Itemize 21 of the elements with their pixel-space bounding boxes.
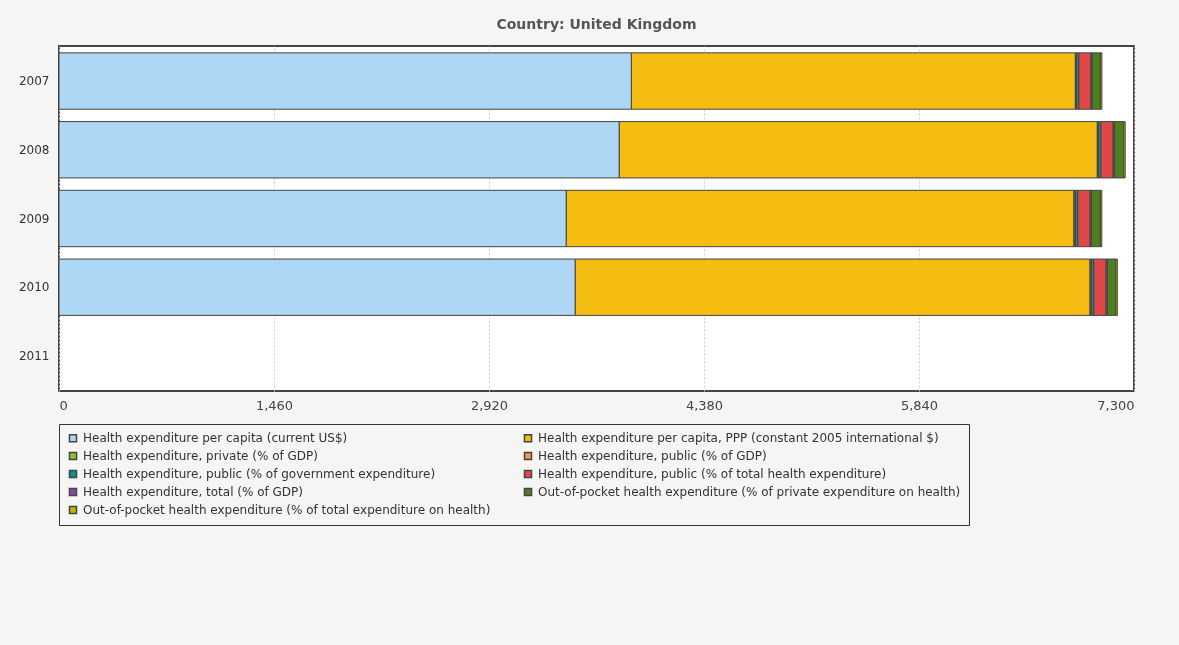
- x-tick-label: 7,300: [1097, 397, 1135, 413]
- y-tick-label: 2009: [18, 211, 50, 226]
- legend-label: Health expenditure, total (% of GDP): [83, 485, 304, 499]
- legend-label: Out-of-pocket health expenditure (% of total expenditure on health): [83, 503, 491, 517]
- legend-label: Health expenditure per capita, PPP (constant 2005 international $): [538, 431, 939, 446]
- legend-label: Health expenditure, private (% of GDP): [83, 449, 319, 463]
- x-tick-label: 0: [59, 397, 68, 413]
- y-tick-label: 2010: [18, 280, 50, 295]
- y-tick-label: 2008: [18, 142, 50, 157]
- y-tick-label: 2007: [18, 74, 50, 89]
- legend-label: Health expenditure, public (% of government expenditure): [83, 467, 436, 481]
- x-tick-label: 4,380: [685, 397, 724, 413]
- legend-label: Health expenditure per capita (current US$): [83, 431, 348, 446]
- legend-label: Health expenditure, public (% of GDP): [538, 449, 767, 463]
- legend-label: Health expenditure, public (% of total health expenditure): [538, 467, 887, 481]
- legend-label: Out-of-pocket health expenditure (% of private expenditure on health): [538, 485, 961, 499]
- x-tick-label: 1,460: [255, 397, 294, 413]
- chart-title: Country: United Kingdom: [496, 16, 697, 32]
- x-tick-label: 5,840: [900, 397, 939, 413]
- y-tick-label: 2011: [18, 348, 50, 363]
- x-tick-label: 2,920: [470, 397, 509, 413]
